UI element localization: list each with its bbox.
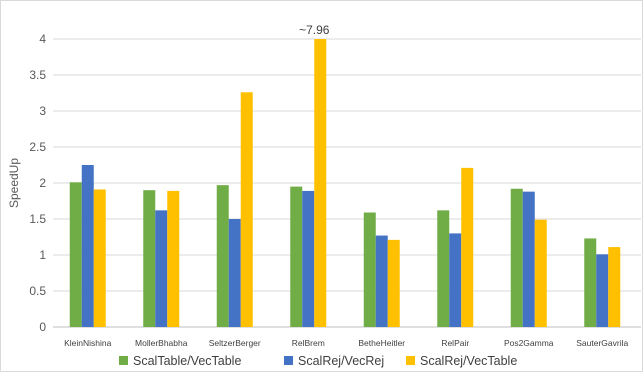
y-tick-label: 1: [39, 248, 46, 262]
legend-swatch: [406, 356, 415, 365]
legend-swatch: [119, 356, 128, 365]
x-tick-label: SeltzerBerger: [209, 338, 261, 348]
y-tick-labels: 0 0.5 1 1.5 2 2.5 3 3.5 4: [29, 32, 46, 334]
bar: [375, 235, 388, 327]
y-axis-title: SpeedUp: [7, 158, 21, 208]
bar: [155, 210, 168, 327]
bar: [510, 188, 523, 327]
bar: [167, 190, 180, 327]
bars: [69, 39, 621, 327]
gridlines: [53, 38, 641, 328]
bar: [143, 190, 156, 327]
y-tick-label: 2.5: [29, 140, 46, 154]
bar: [596, 254, 609, 327]
y-tick-label: 3: [39, 104, 46, 118]
x-tick-label: RelBrem: [292, 338, 325, 348]
bar: [290, 186, 303, 327]
y-tick-label: 0: [39, 320, 46, 334]
y-tick-label: 4: [39, 32, 46, 46]
x-tick-label: BetheHeitler: [358, 338, 405, 348]
x-tick-label: SauterGavrila: [576, 338, 628, 348]
y-tick-label: 1.5: [29, 212, 46, 226]
bar: [363, 212, 376, 327]
bar: [387, 239, 400, 327]
bar: [461, 167, 474, 327]
bar: [69, 182, 82, 327]
legend-swatch: [284, 356, 293, 365]
bar: [608, 247, 621, 327]
bar: [93, 189, 106, 327]
bar: [240, 92, 253, 327]
y-tick-label: 2: [39, 176, 46, 190]
annotations: ~7.96: [299, 23, 330, 37]
bar: [449, 233, 462, 327]
x-tick-label: Pos2Gamma: [504, 338, 554, 348]
x-tick-labels: KleinNishina MollerBhabha SeltzerBerger Rel…: [64, 338, 628, 348]
x-tick-label: RelPair: [441, 338, 469, 348]
bar: [216, 185, 229, 327]
bar: [302, 190, 315, 327]
legend-label: ScalRej/VecRej: [298, 354, 384, 368]
legend-label: ScalTable/VecTable: [133, 354, 241, 368]
y-tick-label: 3.5: [29, 68, 46, 82]
bar: [584, 238, 597, 327]
bar: [228, 219, 241, 327]
bar: [437, 210, 450, 327]
legend: ScalTable/VecTable ScalRej/VecRej ScalRej/…: [119, 354, 517, 368]
y-tick-label: 0.5: [29, 284, 46, 298]
bar: [522, 191, 535, 327]
x-tick-label: KleinNishina: [64, 338, 112, 348]
bar: [534, 219, 547, 327]
x-tick-label: MollerBhabha: [135, 338, 188, 348]
bar: [81, 165, 94, 327]
bar: [314, 39, 327, 327]
bar-annotation: ~7.96: [299, 23, 330, 37]
legend-label: ScalRej/VecTable: [420, 354, 517, 368]
